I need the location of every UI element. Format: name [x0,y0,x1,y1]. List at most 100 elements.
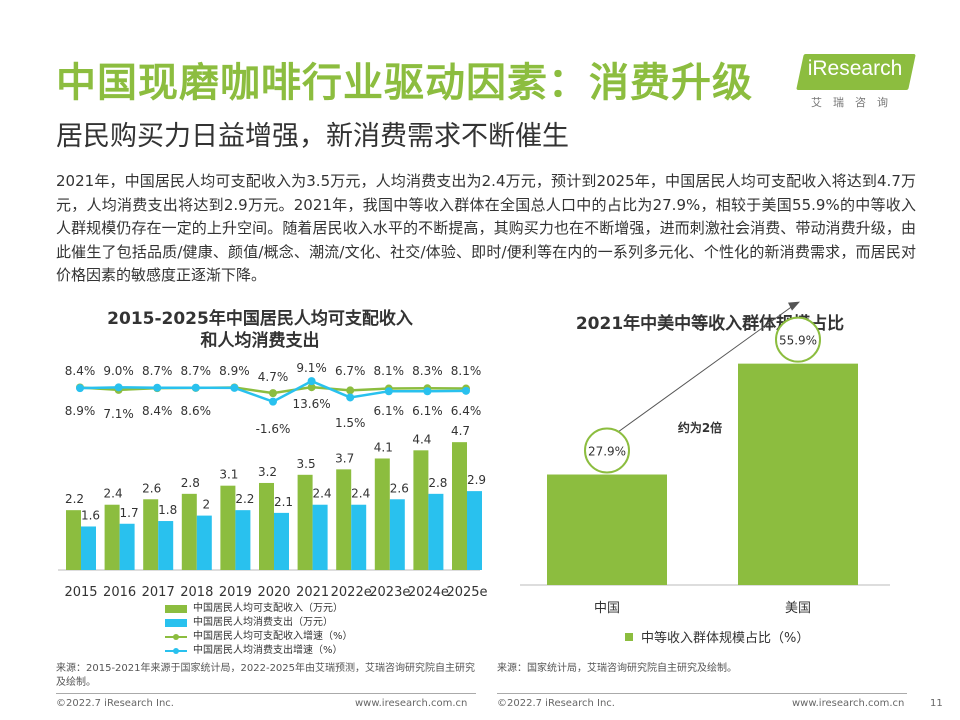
point-spending-growth [462,386,470,395]
bar-income [220,485,236,570]
legend-label: 中国居民人均可支配收入（万元） [193,603,343,614]
bar-income-label: 4.1 [374,440,393,454]
growth-label-top: 8.1% [374,364,405,378]
page-title: 中国现磨咖啡行业驱动因素：消费升级 [56,60,753,106]
legend-item-income-growth: 中国居民人均可支配收入增速（%） [165,630,353,644]
chart1-title-line1: 2015-2025年中国居民人均可支配收入 [107,309,413,329]
point-spending-growth [76,384,84,393]
bar-spending-label: 2.2 [235,492,254,506]
bar-spending-label: 1.7 [120,506,139,520]
point-income-growth [114,385,123,394]
footer-copyright-left: ©2022.7 iResearch Inc. [56,698,174,709]
x-tick-label: 2015 [64,585,97,600]
growth-label-top: 8.3% [412,364,443,378]
point-income-growth [230,383,239,392]
legend-swatch [165,634,187,640]
bar-spending [467,491,482,570]
legend-swatch [625,632,633,641]
bar-spending-label: 2.4 [351,487,370,501]
bar-spending [274,512,289,570]
x-tick-label: 2018 [180,585,213,600]
x-tick-label: 2020 [257,585,290,600]
bar-income-label: 4.7 [451,424,470,438]
bar-spending [312,504,328,570]
bar-income-label: 3.1 [219,468,238,482]
x-tick-label: 2017 [142,585,175,600]
growth-label-bottom: -1.6% [256,422,291,436]
bar-spending [389,499,405,570]
chart1-source: 来源：2015-2021年来源于国家统计局，2022-2025年由艾瑞预测，艾瑞… [56,663,476,688]
bar-income [452,442,467,570]
footer-divider-left [56,693,476,694]
x-tick-label: 2019 [219,585,252,600]
line-income-growth [79,385,467,395]
growth-label-top: 6.7% [335,364,366,378]
value-label: 27.9% [588,445,626,459]
growth-label-bottom: 6.4% [451,404,482,418]
line-spending-growth [79,379,467,403]
bar-income-label: 2.8 [181,476,200,490]
bar-income [66,510,81,570]
point-spending-growth [384,387,393,396]
page-subtitle: 居民购买力日益增强，新消费需求不断催生 [56,121,569,152]
point-income-growth [346,386,355,395]
chart2-title: 2021年中美中等收入群体规模占比 [575,314,845,334]
bar-spending [235,510,251,570]
bar-income [374,458,390,570]
chart1-title-line2: 和人均消费支出 [200,331,320,351]
point-spending-growth [230,383,239,392]
bar-income-label: 2.4 [104,487,123,501]
bar-middle-income [738,363,858,585]
bar-spending-label: 2.4 [313,487,332,501]
growth-label-top: 4.7% [258,370,289,384]
x-tick-label: 2022e [331,585,372,600]
logo-text: iResearch [807,57,903,80]
footer-url-right: www.iresearch.com.cn [792,698,905,709]
x-tick-label: 2024e [408,585,449,600]
growth-label-bottom: 8.9% [65,404,96,418]
bar-spending-label: 1.6 [81,508,100,522]
bar-income-label: 4.4 [412,432,431,446]
point-spending-growth [191,383,200,392]
x-tick-label: 美国 [785,601,811,616]
legend-label: 中国居民人均可支配收入增速（%） [193,631,353,642]
bar-spending-label: 2.9 [467,473,486,487]
x-tick-label: 2016 [103,585,136,600]
chart2-legend: 中等收入群体规模占比（%） [625,627,809,646]
legend-swatch [165,605,187,613]
x-tick-label: 2023e [369,585,410,600]
point-income-growth [269,389,277,398]
point-income-growth [462,384,470,393]
bar-income [143,499,159,570]
point-spending-growth [153,383,162,392]
bar-spending [196,515,212,570]
annotation-label: 约为2倍 [678,420,722,435]
growth-label-bottom: 6.1% [412,404,443,418]
point-spending-growth [114,383,123,392]
bar-spending [158,521,174,570]
point-income-growth [76,383,84,392]
growth-label-bottom: 6.1% [374,404,405,418]
bar-income-label: 3.7 [335,451,354,465]
legend-item-spending: 中国居民人均消费支出（万元） [165,616,353,630]
chart1-title: 2015-2025年中国居民人均可支配收入 和人均消费支出 [90,308,430,352]
growth-label-top: 8.4% [65,364,96,378]
growth-label-top: 8.7% [181,364,212,378]
chart1-legend: 中国居民人均可支配收入（万元） 中国居民人均消费支出（万元） 中国居民人均可支配… [165,602,353,658]
bar-income [413,450,429,570]
point-income-growth [423,384,432,393]
growth-label-top: 8.1% [451,364,482,378]
footer-divider-right [497,693,907,694]
bar-spending [351,504,367,570]
bar-income-label: 2.2 [65,492,84,506]
bar-spending [81,526,96,570]
growth-label-bottom: 8.6% [181,404,212,418]
value-label: 55.9% [779,334,817,348]
growth-label-top: 9.0% [103,364,134,378]
point-spending-growth [307,377,316,386]
x-tick-label: 2021 [296,585,329,600]
bar-income [297,474,313,570]
growth-label-top: 8.7% [142,364,173,378]
bar-spending-label: 2.6 [390,481,409,495]
chart2-source: 来源：国家统计局，艾瑞咨询研究院自主研究及绘制。 [497,663,737,674]
